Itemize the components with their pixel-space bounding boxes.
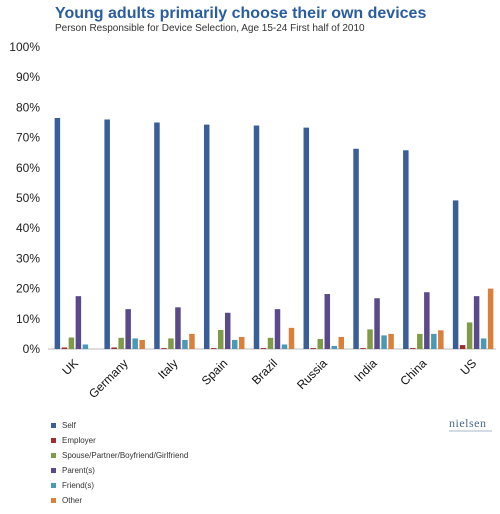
legend-label: Other [62,496,82,505]
legend-label: Employer [62,436,96,445]
bar-self-india [353,148,359,349]
bar-employer-spain [210,348,217,349]
bar-other-india [388,333,394,349]
chart-title: Young adults primarily choose their own … [55,5,426,22]
bar-parent-s--russia [324,294,331,349]
bar-spouse-partner-boyfriend-girlfriend-us [466,322,473,349]
bar-spouse-partner-boyfriend-girlfriend-china [417,333,423,349]
bar-self-spain [203,124,210,349]
y-tick-label: 20% [16,282,40,296]
bar-other-spain [238,336,245,349]
bar-self-china [403,150,409,349]
x-axis: UK Germany Italy Spain Brazil Russia India Chin… [59,356,479,401]
bar-parent-s--germany [125,309,131,349]
bar-employer-italy [161,348,167,349]
bar-spouse-partner-boyfriend-girlfriend-brazil [267,337,274,349]
legend-label: Self [62,421,77,430]
bar-spouse-partner-boyfriend-girlfriend-india [367,329,373,349]
bar-other-brazil [288,327,295,349]
bar-spouse-partner-boyfriend-girlfriend-uk [68,337,75,349]
y-tick-label: 0% [23,342,41,356]
plot-area [54,117,494,350]
bar-self-russia [303,127,310,349]
bar-friend-s--spain [231,339,238,349]
bar-employer-brazil [260,348,267,349]
legend-swatch [51,468,56,473]
legend-label: Spouse/Partner/Boyfriend/Girlfriend [62,451,188,460]
x-tick-label: Italy [155,356,180,381]
x-tick-label: US [458,356,480,378]
bar-parent-s--spain [224,312,231,349]
bar-self-italy [154,122,160,349]
bar-employer-russia [310,348,317,349]
chart-subtitle: Person Responsible for Device Selection,… [55,23,365,34]
bar-other-germany [139,339,145,349]
bar-friend-s--india [381,335,387,349]
bar-other-us [487,288,494,349]
y-tick-label: 30% [16,251,40,265]
x-tick-label: India [351,356,380,385]
bar-self-us [452,200,459,349]
bar-parent-s--italy [175,307,181,349]
bar-employer-us [459,345,466,349]
nielsen-logo: nielsen [449,416,487,430]
legend: Self Employer Spouse/Partner/Boyfriend/Gir… [51,421,188,505]
bar-other-china [438,330,444,349]
bar-employer-uk [61,347,68,349]
bar-friend-s--china [431,333,437,349]
legend-swatch [51,498,56,503]
x-tick-label: Spain [199,356,231,388]
y-tick-label: 100% [9,40,40,54]
bar-employer-germany [111,347,117,349]
bar-friend-s--germany [132,338,138,349]
bar-parent-s--china [424,292,430,349]
y-tick-label: 80% [16,100,40,114]
bar-spouse-partner-boyfriend-girlfriend-spain [217,329,224,349]
bar-parent-s--us [473,296,480,349]
y-tick-label: 40% [16,221,40,235]
y-tick-label: 10% [16,312,40,326]
bar-self-uk [54,117,61,349]
y-tick-label: 70% [16,131,40,145]
bar-friend-s--brazil [281,344,288,349]
x-tick-label: UK [59,356,81,378]
bar-self-brazil [253,125,260,350]
legend-label: Friend(s) [62,481,94,490]
legend-swatch [51,423,56,428]
bar-employer-china [410,348,416,349]
bar-friend-s--italy [182,339,188,349]
bar-friend-s--uk [82,344,89,349]
bar-friend-s--russia [331,345,338,349]
bar-parent-s--brazil [274,309,281,349]
legend-swatch [51,453,56,458]
bar-spouse-partner-boyfriend-girlfriend-germany [118,337,124,349]
y-tick-label: 50% [16,191,40,205]
x-tick-label: Russia [294,356,330,392]
legend-label: Parent(s) [62,466,95,475]
x-tick-label: China [397,356,429,388]
bar-friend-s--us [480,338,487,349]
legend-swatch [51,438,56,443]
bar-spouse-partner-boyfriend-girlfriend-russia [317,339,324,349]
y-tick-label: 90% [16,70,40,84]
y-tick-label: 60% [16,161,40,175]
bar-parent-s--uk [75,296,82,349]
bar-other-italy [189,333,195,349]
x-tick-label: Germany [86,356,131,401]
x-tick-label: Brazil [249,356,280,387]
bar-spouse-partner-boyfriend-girlfriend-italy [168,338,174,349]
legend-swatch [51,483,56,488]
bar-employer-india [360,348,366,349]
bar-parent-s--india [374,298,380,349]
y-axis: 0% 10% 20% 30% 40% 50% 60% 70% 80% 90% 100% [9,40,496,356]
bar-self-germany [104,119,110,349]
bar-other-russia [338,336,345,349]
